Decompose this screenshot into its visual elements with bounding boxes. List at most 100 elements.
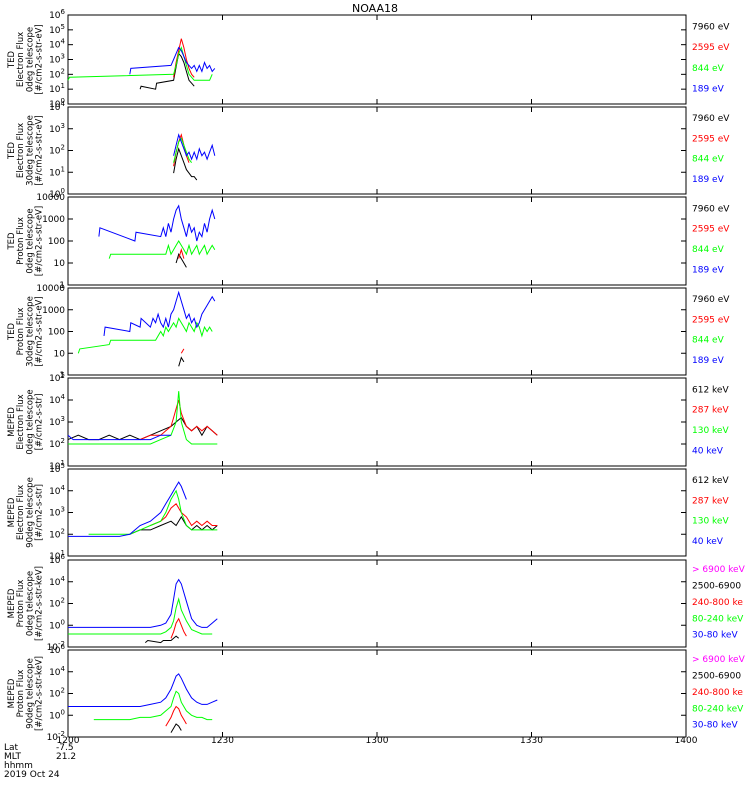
legend-entry: 80-240 keV: [692, 614, 744, 624]
y-axis-label-line: [#/cm2-s-str-eV]: [35, 206, 45, 276]
legend-entry: 240-800 ke: [692, 598, 743, 608]
series-189-ev: [98, 204, 216, 242]
series-7960-ev: [178, 356, 185, 367]
y-tick-label: 104: [49, 575, 65, 588]
series-844-ev: [67, 46, 213, 81]
y-axis-label: MEPEDElectron Flux0deg telescope[#/cm2-s…: [7, 389, 45, 454]
y-tick-label: 103: [49, 122, 65, 135]
y-tick-label: 102: [49, 437, 65, 450]
series-7960-ev: [173, 147, 198, 181]
series-189-ev: [129, 46, 216, 75]
legend-entry: 2595 eV: [692, 43, 730, 53]
series-30-80-kev: [68, 673, 218, 707]
legend-entry: 844 eV: [692, 336, 725, 346]
y-axis-label-line: 90deg telescope: [25, 658, 35, 729]
x-tick-label: 1230: [211, 736, 234, 746]
legend-entry: 189 eV: [692, 356, 725, 366]
y-axis-label-line: TED: [7, 322, 17, 341]
legend-entry: 240-800 ke: [692, 688, 743, 698]
legend-entry: 80-240 keV: [692, 704, 744, 714]
y-axis-label: MEPEDProton Flux0deg telescope[#/cm2-s-s…: [7, 566, 45, 641]
y-axis-label-line: 30deg telescope: [25, 296, 35, 367]
y-tick-label: 104: [49, 393, 65, 406]
y-axis-label: MEPEDProton Flux90deg telescope[#/cm2-s-…: [7, 656, 45, 731]
legend-entry: 612 keV: [692, 476, 729, 486]
y-tick-label: 103: [49, 53, 65, 66]
panel-frame: [67, 377, 687, 467]
legend-entry: > 6900 keV: [692, 565, 746, 575]
y-axis-label-line: MEPED: [7, 497, 17, 527]
y-axis-label-line: Proton Flux: [16, 670, 26, 718]
y-tick-label: 10000: [36, 284, 65, 294]
y-axis-label-line: 90deg telescope: [25, 477, 35, 548]
legend-entry: 2595 eV: [692, 225, 730, 235]
y-axis-label-line: [#/cm2-s-str-keV]: [35, 656, 45, 731]
panel-frame: [67, 106, 687, 195]
series-287-kev: [150, 503, 218, 527]
y-axis-label-line: Electron Flux: [16, 123, 26, 178]
legend-entry: 844 eV: [692, 245, 725, 255]
y-tick-label: 104: [49, 38, 65, 51]
y-axis-label-line: [#/cm2-s-str-keV]: [35, 566, 45, 641]
y-axis-label: TEDElectron Flux30deg telescope[#/cm2-s-…: [7, 115, 45, 186]
series-2500-6900: [144, 635, 180, 644]
legend-entry: 844 eV: [692, 155, 725, 165]
legend-entry: 189 eV: [692, 266, 725, 276]
y-tick-label: 101: [49, 165, 65, 178]
series-130-kev: [88, 489, 218, 535]
legend-entry: 40 keV: [692, 447, 724, 457]
y-axis-label-line: MEPED: [7, 678, 17, 708]
series-2500-6900: [170, 723, 182, 733]
y-tick-label: 100: [49, 618, 65, 631]
legend-entry: 189 eV: [692, 84, 725, 94]
y-axis-label: TEDProton Flux0deg telescope[#/cm2-s-str…: [7, 206, 45, 276]
legend-entry: 612 keV: [692, 385, 729, 395]
y-tick-label: 102: [49, 144, 65, 157]
footer-lat-value: -7.5: [56, 743, 74, 753]
y-axis-label-line: Electron Flux: [16, 485, 26, 540]
legend-entry: 130 keV: [692, 517, 729, 527]
series-612-kev: [67, 416, 218, 441]
y-axis-label-line: [#/cm2-s-str]: [35, 484, 45, 541]
y-tick-label: 10: [54, 349, 66, 359]
y-axis-label-line: 0deg telescope: [25, 389, 35, 454]
y-axis-label-line: TED: [7, 50, 17, 69]
y-axis-label-line: Electron Flux: [16, 394, 26, 449]
y-axis-label-line: [#/cm2-s-str-eV]: [35, 115, 45, 185]
y-tick-label: 10: [54, 259, 66, 269]
series-844-ev: [173, 137, 193, 163]
series-240-800-ke: [165, 705, 187, 727]
footer-lat-label: Lat: [4, 743, 19, 753]
series-612-kev: [129, 515, 218, 535]
series-40-kev: [67, 434, 171, 441]
y-tick-label: 101: [49, 82, 65, 95]
y-tick-label: 106: [49, 8, 65, 21]
y-tick-label: 103: [49, 415, 65, 428]
panel-4: 1 10 100 1000 10000 TEDProton Flux30deg teles…: [7, 284, 730, 381]
y-tick-label: 10000: [36, 193, 65, 203]
footer-mlt-value: 21.2: [56, 752, 76, 762]
y-axis-label-line: [#/cm2-s-str-eV]: [35, 24, 45, 94]
series-844-ev: [77, 317, 213, 354]
y-axis-label-line: 0deg telescope: [25, 571, 35, 636]
legend-entry: 40 keV: [692, 537, 724, 547]
y-axis-label: TEDElectron Flux0deg telescope[#/cm2-s-s…: [7, 24, 45, 94]
series-189-ev: [173, 133, 216, 161]
y-tick-label: 102: [49, 597, 65, 610]
legend-entry: 7960 eV: [692, 204, 730, 214]
footer-mlt-label: MLT: [4, 752, 22, 762]
legend-entry: 844 eV: [692, 64, 725, 74]
y-axis-label-line: [#/cm2-s-str-eV]: [35, 296, 45, 366]
series-30-80-kev: [68, 578, 218, 628]
y-tick-label: 1: [59, 371, 65, 381]
y-axis-label-line: 30deg telescope: [25, 115, 35, 186]
legend-entry: 30-80 keV: [692, 721, 738, 731]
legend-entry: 7960 eV: [692, 114, 730, 124]
y-axis-label-line: MEPED: [7, 407, 17, 437]
x-tick-label: 1400: [675, 736, 698, 746]
